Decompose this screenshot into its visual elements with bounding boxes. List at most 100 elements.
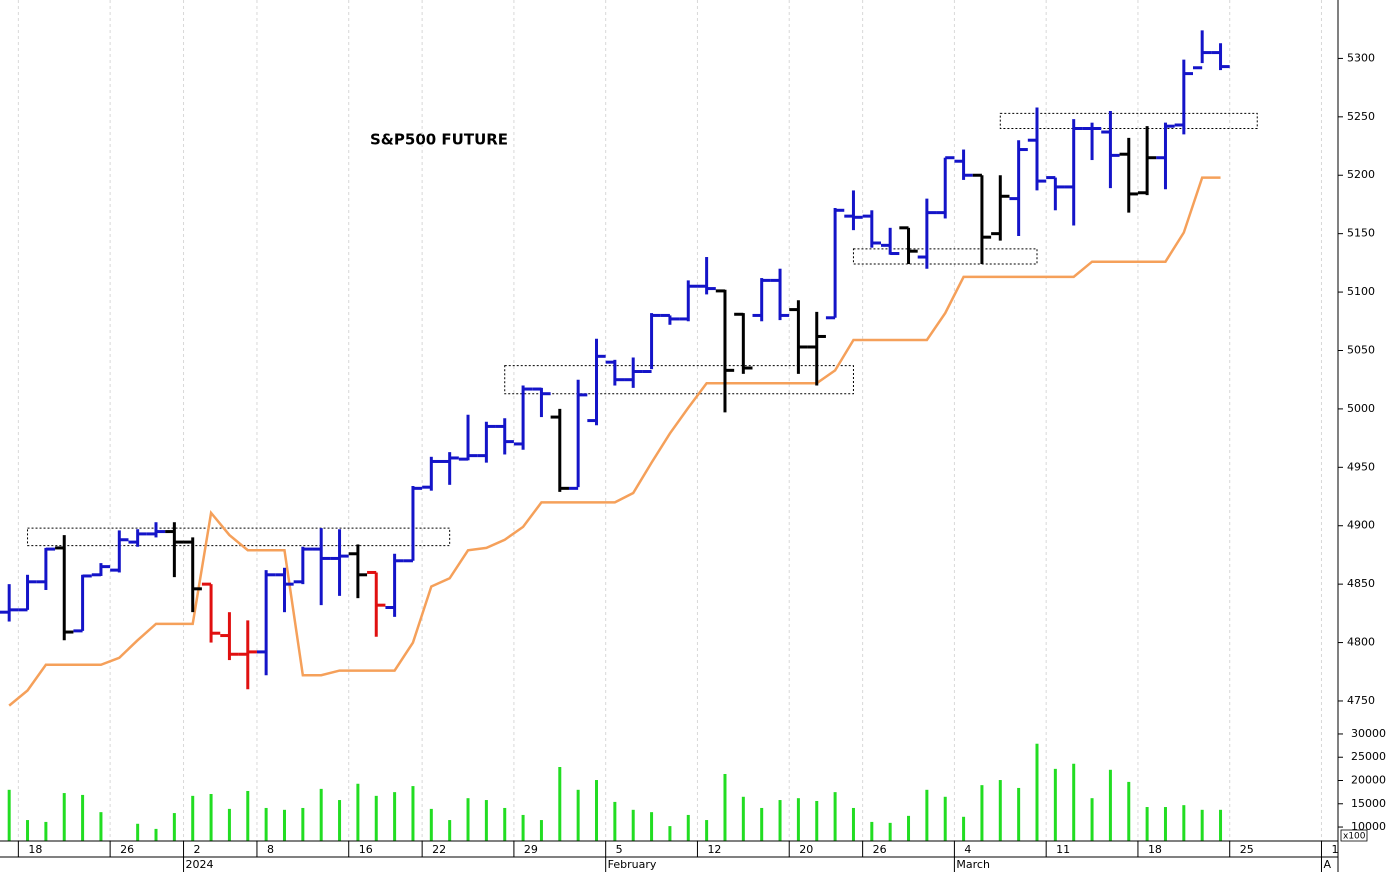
volume-bar: [1090, 798, 1094, 841]
volume-bar: [411, 786, 415, 841]
y-tick-label: 4750: [1347, 694, 1375, 707]
volume-tick-label: 30000: [1351, 727, 1386, 740]
volume-bar: [338, 800, 342, 841]
volume-bar: [1053, 768, 1057, 841]
volume-bar: [172, 813, 176, 841]
zone: [504, 365, 854, 395]
volume-bar: [81, 794, 85, 841]
volume-bar: [246, 790, 250, 841]
volume-bar: [301, 807, 305, 841]
volume-bar: [778, 800, 782, 841]
x-tick-label: 8: [267, 843, 274, 856]
x-tick-label: 26: [873, 843, 887, 856]
volume-bar: [282, 809, 286, 841]
volume-bar: [998, 780, 1002, 841]
volume-bar: [613, 801, 617, 841]
volume-bar: [668, 826, 672, 841]
volume-bar: [374, 795, 378, 841]
y-tick-label: 5250: [1347, 110, 1375, 123]
volume-bar: [650, 812, 654, 841]
x-tick-label: 22: [432, 843, 446, 856]
volume-bar: [741, 796, 745, 841]
x-tick-label: 26: [120, 843, 134, 856]
volume-bar: [99, 812, 103, 841]
volume-bar: [760, 807, 764, 841]
x-tick-label: 25: [1240, 843, 1254, 856]
y-tick-label: 4850: [1347, 577, 1375, 590]
x-tick-label: 2: [194, 843, 201, 856]
y-tick-label: 5000: [1347, 402, 1375, 415]
volume-bar: [705, 820, 709, 841]
period-label: 2024: [186, 858, 214, 871]
volume-bar: [154, 828, 158, 841]
x-tick-label: 20: [799, 843, 813, 856]
y-tick-label: 5150: [1347, 227, 1375, 240]
overlay-line: [8, 176, 1221, 707]
volume-bar: [1035, 743, 1039, 841]
volume-bar: [26, 820, 30, 841]
volume-bar: [191, 795, 195, 841]
x-tick-label: 1: [1331, 843, 1338, 856]
volume-bar: [539, 820, 543, 841]
y-tick-label: 4950: [1347, 460, 1375, 473]
volume-bar: [466, 798, 470, 841]
volume-bar: [62, 793, 66, 841]
y-tick-label: 4800: [1347, 636, 1375, 649]
y-tick-label: 4900: [1347, 519, 1375, 532]
volume-tick-label: 20000: [1351, 774, 1386, 787]
volume-bar: [1072, 763, 1076, 841]
volume-bar: [209, 793, 213, 841]
volume-bar: [484, 800, 488, 841]
volume-bar: [44, 821, 48, 841]
x-tick-label: 12: [707, 843, 721, 856]
volume-bar: [1182, 805, 1186, 841]
volume-bar: [1219, 809, 1223, 841]
volume-bar: [448, 820, 452, 841]
x-tick-label: 5: [616, 843, 623, 856]
volume-bar: [1200, 809, 1204, 841]
period-label: A: [1323, 858, 1331, 871]
volume-bar: [319, 788, 323, 841]
volume-bar: [631, 809, 635, 841]
volume-bar: [962, 816, 966, 841]
volume-bar: [851, 807, 855, 841]
volume-bar: [393, 792, 397, 841]
volume-bar: [7, 789, 11, 841]
y-tick-label: 5300: [1347, 51, 1375, 64]
volume-bar: [503, 807, 507, 841]
x-tick-label: 29: [524, 843, 538, 856]
volume-bar: [1127, 781, 1131, 841]
period-label: March: [956, 858, 990, 871]
volume-bar: [1145, 807, 1149, 841]
volume-bar: [521, 814, 525, 841]
x-tick-label: 11: [1056, 843, 1070, 856]
volume-bar: [227, 808, 231, 841]
zone: [852, 248, 1038, 265]
volume-bar: [576, 789, 580, 841]
y-tick-label: 5100: [1347, 285, 1375, 298]
volume-bar: [558, 767, 562, 841]
volume-bar: [595, 780, 599, 841]
zone: [999, 112, 1258, 130]
volume-bar: [833, 792, 837, 841]
volume-bar: [1163, 807, 1167, 841]
volume-bar: [136, 823, 140, 841]
x-tick-label: 18: [28, 843, 42, 856]
volume-bar: [1017, 787, 1021, 841]
volume-bar: [686, 814, 690, 841]
x-tick-label: 4: [964, 843, 971, 856]
volume-unit-box: [1340, 829, 1368, 842]
volume-bar: [429, 808, 433, 841]
y-tick-label: 5050: [1347, 343, 1375, 356]
chart-title: S&P500 FUTURE: [370, 131, 508, 149]
period-label: February: [608, 858, 657, 871]
volume-bar: [980, 785, 984, 841]
volume-bar: [907, 815, 911, 841]
volume-bar: [888, 822, 892, 841]
volume-unit: x100: [1343, 832, 1366, 842]
volume-tick-label: 25000: [1351, 750, 1386, 763]
volume-bar: [815, 800, 819, 841]
volume-bar: [925, 789, 929, 841]
volume-bar: [356, 783, 360, 841]
